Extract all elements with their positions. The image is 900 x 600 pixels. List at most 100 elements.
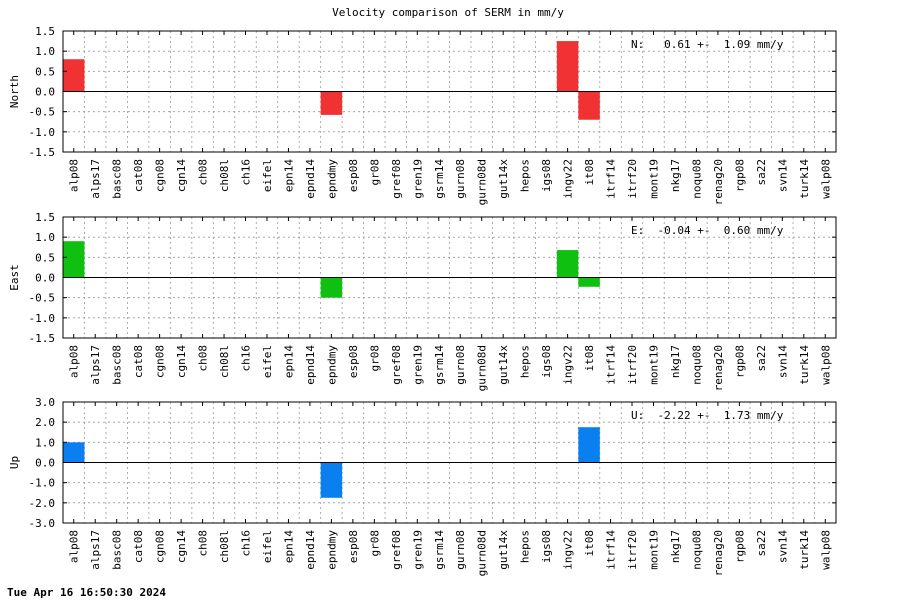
- y-tick-label: 3.0: [35, 396, 55, 409]
- x-tick-label: gsrm14: [433, 159, 446, 199]
- x-tick-label: noqu08: [690, 530, 703, 570]
- x-tick-label: itrf14: [605, 530, 618, 570]
- y-tick-label: 0.0: [35, 457, 55, 470]
- bar-alp08: [63, 59, 85, 92]
- x-tick-label: epndmy: [325, 159, 338, 199]
- x-tick-label: itrf20: [626, 345, 639, 385]
- bar-epndmy: [320, 91, 343, 115]
- timestamp: Tue Apr 16 16:50:30 2024: [7, 586, 166, 599]
- x-tick-label: epndmy: [325, 530, 338, 570]
- bar-it08: [578, 427, 600, 463]
- x-tick-label: alps17: [89, 530, 102, 570]
- x-tick-label: noqu08: [690, 345, 703, 385]
- x-tick-label: esp08: [347, 159, 360, 192]
- x-tick-label: gref08: [390, 530, 403, 570]
- x-tick-label: cgn14: [175, 530, 188, 563]
- x-tick-label: cgn08: [154, 159, 167, 192]
- bar-ingv22: [556, 250, 579, 278]
- y-tick-label: 0.0: [35, 272, 55, 285]
- x-tick-label: turk14: [798, 530, 811, 570]
- y-tick-label: -0.5: [29, 106, 56, 119]
- bar-alp08: [63, 241, 85, 278]
- x-tick-label: ch08: [197, 159, 210, 186]
- x-tick-label: epnd14: [304, 345, 317, 385]
- x-tick-label: ch16: [240, 159, 253, 186]
- x-tick-label: basc08: [111, 345, 124, 385]
- x-tick-label: cat08: [132, 345, 145, 378]
- x-tick-label: eifel: [261, 530, 274, 563]
- x-tick-label: basc08: [111, 530, 124, 570]
- x-tick-label: gref08: [390, 345, 403, 385]
- x-tick-label: it08: [583, 345, 596, 372]
- x-tick-label: cat08: [132, 530, 145, 563]
- x-tick-label: gr08: [368, 530, 381, 557]
- y-tick-label: -1.0: [29, 126, 56, 139]
- x-tick-label: gurn08: [454, 159, 467, 199]
- x-tick-label: renag20: [712, 345, 725, 391]
- x-tick-label: gut14x: [497, 159, 510, 199]
- x-tick-label: it08: [583, 159, 596, 186]
- y-tick-label: 1.5: [35, 25, 55, 38]
- stats-annotation: U: -2.22 +- 1.73 mm/y: [631, 409, 784, 422]
- x-tick-label: alp08: [68, 530, 81, 563]
- y-tick-label: -1.5: [29, 332, 56, 345]
- x-tick-label: hepos: [519, 159, 532, 192]
- x-tick-label: alps17: [89, 345, 102, 385]
- x-tick-label: turk14: [798, 159, 811, 199]
- y-tick-label: 1.0: [35, 436, 55, 449]
- x-tick-label: cgn08: [154, 530, 167, 563]
- x-tick-label: epnd14: [304, 530, 317, 570]
- y-tick-label: -3.0: [29, 517, 56, 530]
- x-tick-label: igs08: [540, 530, 553, 563]
- y-tick-label: 0.0: [35, 86, 55, 99]
- y-tick-label: 2.0: [35, 416, 55, 429]
- x-tick-label: sa22: [755, 345, 768, 372]
- x-tick-label: svn14: [776, 159, 789, 192]
- bar-it08: [578, 277, 600, 287]
- bar-alp08: [63, 442, 85, 463]
- x-tick-label: ch16: [240, 530, 253, 557]
- x-tick-label: cgn08: [154, 345, 167, 378]
- x-tick-label: ch08l: [218, 345, 231, 378]
- x-tick-label: renag20: [712, 530, 725, 576]
- x-tick-label: esp08: [347, 530, 360, 563]
- x-tick-label: sa22: [755, 159, 768, 186]
- x-tick-label: nkg17: [669, 530, 682, 563]
- x-tick-label: rgp08: [733, 530, 746, 563]
- x-tick-label: svn14: [776, 530, 789, 563]
- x-tick-label: gurn08: [454, 530, 467, 570]
- x-tick-label: walp08: [819, 159, 832, 199]
- x-tick-label: ingv22: [562, 159, 575, 199]
- x-tick-label: alp08: [68, 159, 81, 192]
- y-axis-label: East: [8, 264, 21, 291]
- x-tick-label: alps17: [89, 159, 102, 199]
- y-tick-label: -1.0: [29, 312, 56, 325]
- x-tick-label: ch08: [197, 530, 210, 557]
- x-tick-label: walp08: [819, 530, 832, 570]
- stats-annotation: E: -0.04 +- 0.60 mm/y: [631, 224, 784, 237]
- x-tick-label: gref08: [390, 159, 403, 199]
- x-tick-label: esp08: [347, 345, 360, 378]
- y-tick-label: 0.5: [35, 65, 55, 78]
- x-tick-label: mont19: [647, 345, 660, 385]
- x-tick-label: walp08: [819, 345, 832, 385]
- x-tick-label: epn14: [282, 159, 295, 192]
- bar-epndmy: [320, 277, 343, 298]
- x-tick-label: svn14: [776, 345, 789, 378]
- x-tick-label: gut14x: [497, 530, 510, 570]
- x-tick-label: nkg17: [669, 345, 682, 378]
- x-tick-label: rgp08: [733, 159, 746, 192]
- y-tick-label: 1.0: [35, 231, 55, 244]
- x-tick-label: epnd14: [304, 159, 317, 199]
- x-tick-label: gut14x: [497, 345, 510, 385]
- x-tick-label: gsrm14: [433, 345, 446, 385]
- x-tick-label: igs08: [540, 159, 553, 192]
- panel-east: 1.5 1.0 0.5 0.0 -0.5 -1.0 -1.5 alp08 alps17 basc0…: [8, 211, 837, 391]
- x-tick-label: gren19: [411, 530, 424, 570]
- y-axis-label: Up: [8, 456, 21, 469]
- x-tick-label: basc08: [111, 159, 124, 199]
- x-tick-label: gren19: [411, 159, 424, 199]
- x-tick-label: itrf20: [626, 530, 639, 570]
- x-tick-label: eifel: [261, 159, 274, 192]
